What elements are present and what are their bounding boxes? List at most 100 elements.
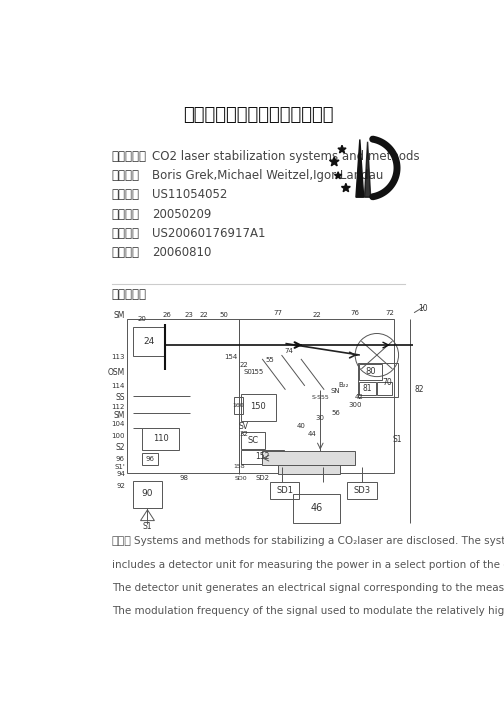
Polygon shape [356, 140, 364, 198]
Text: S1: S1 [393, 435, 403, 444]
Bar [262, 451, 355, 465]
Bar [241, 450, 284, 463]
Text: 70: 70 [382, 377, 392, 386]
Text: 94: 94 [116, 471, 125, 478]
Bar [359, 382, 376, 395]
Text: S1: S1 [143, 522, 152, 531]
Text: US20060176917A1: US20060176917A1 [152, 227, 266, 240]
Text: 23: 23 [184, 312, 193, 318]
Text: 90: 90 [142, 489, 153, 498]
Bar [133, 481, 162, 508]
Text: S-S55: S-S55 [311, 395, 329, 400]
Text: SM: SM [113, 411, 125, 420]
Text: 10: 10 [418, 304, 427, 313]
Text: 26: 26 [162, 312, 171, 318]
Text: 160: 160 [232, 404, 244, 409]
Text: 专利内容由知识产权出版社提供: 专利内容由知识产权出版社提供 [183, 106, 334, 124]
Text: 摘要：: 摘要： [112, 536, 132, 546]
Bar [241, 432, 265, 449]
Text: SM: SM [113, 311, 125, 319]
Text: 24: 24 [144, 337, 155, 346]
Text: 44: 44 [308, 431, 317, 436]
Bar [142, 429, 179, 450]
Text: SD3: SD3 [354, 486, 371, 495]
Text: 113: 113 [111, 354, 125, 360]
Text: 152: 152 [255, 452, 269, 461]
Text: 40: 40 [296, 423, 305, 429]
Text: 80: 80 [365, 367, 376, 376]
Text: 74: 74 [285, 348, 294, 354]
Bar [359, 364, 383, 380]
Text: 56: 56 [331, 410, 340, 416]
Text: 96: 96 [145, 456, 154, 462]
Text: The detector unit generates an electrical signal corresponding to the measured p: The detector unit generates an electrica… [112, 583, 504, 593]
Text: 72: 72 [386, 309, 395, 316]
Text: 申请日：: 申请日： [112, 207, 140, 220]
Text: 100: 100 [111, 433, 125, 439]
Text: 22: 22 [312, 312, 321, 318]
Bar [293, 493, 340, 523]
Bar [278, 465, 340, 474]
Text: 专利名称：: 专利名称： [112, 150, 147, 163]
Text: 20: 20 [138, 316, 147, 322]
Text: 112: 112 [111, 404, 125, 411]
Text: SV: SV [239, 422, 249, 431]
Bar [357, 363, 398, 397]
Bar [347, 482, 377, 499]
Polygon shape [330, 157, 339, 166]
Text: S0: S0 [244, 369, 253, 375]
Polygon shape [335, 172, 342, 179]
Polygon shape [338, 145, 346, 153]
Text: The modulation frequency of the signal used to modulate the relatively high-freq: The modulation frequency of the signal u… [112, 606, 504, 616]
Bar [233, 397, 243, 414]
Bar [241, 394, 276, 421]
Bar [270, 482, 299, 499]
Polygon shape [364, 142, 370, 198]
Text: 20050209: 20050209 [152, 207, 212, 220]
Text: 300: 300 [348, 402, 362, 408]
Polygon shape [341, 183, 350, 192]
Text: 发明人：: 发明人： [112, 169, 140, 182]
Text: OSM: OSM [108, 369, 125, 377]
Text: 42: 42 [355, 394, 363, 401]
Bar [239, 319, 394, 473]
Text: 公开号：: 公开号： [112, 227, 140, 240]
Text: Boris Grek,Michael Weitzel,Igor Landau: Boris Grek,Michael Weitzel,Igor Landau [152, 169, 384, 182]
Bar [127, 319, 239, 473]
Text: 46: 46 [310, 503, 323, 513]
Text: 81: 81 [363, 384, 372, 393]
Text: 154: 154 [224, 354, 237, 360]
Text: 30: 30 [316, 415, 325, 421]
Text: 110: 110 [153, 434, 168, 443]
Text: 82: 82 [414, 385, 423, 394]
Text: SN: SN [331, 389, 341, 394]
Text: 20060810: 20060810 [152, 246, 212, 259]
Text: S1': S1' [114, 463, 125, 470]
Text: 22: 22 [200, 312, 209, 318]
Text: 55: 55 [266, 357, 274, 364]
Text: Systems and methods for stabilizing a CO₂laser are disclosed. The system: Systems and methods for stabilizing a CO… [134, 536, 504, 546]
Bar [377, 382, 393, 395]
Text: S2: S2 [115, 443, 125, 452]
Text: 98: 98 [179, 476, 188, 481]
Text: 155: 155 [250, 369, 264, 375]
Text: 32: 32 [239, 431, 248, 437]
Text: B₂₂: B₂₂ [338, 382, 349, 388]
Text: 92: 92 [116, 483, 125, 489]
Bar [142, 453, 158, 465]
Text: US11054052: US11054052 [152, 188, 227, 201]
Text: SD1: SD1 [276, 486, 293, 495]
Text: SC: SC [247, 436, 259, 445]
Text: 77: 77 [273, 309, 282, 316]
Text: 50: 50 [219, 312, 228, 318]
Text: 公开日：: 公开日： [112, 246, 140, 259]
Text: includes a detector unit for measuring the power in a select portion of the outp: includes a detector unit for measuring t… [112, 560, 504, 570]
Text: 114: 114 [111, 383, 125, 389]
Text: SS: SS [115, 393, 125, 402]
Text: 22: 22 [240, 362, 249, 368]
Text: 申请号：: 申请号： [112, 188, 140, 201]
Text: 158: 158 [233, 464, 245, 469]
Text: CO2 laser stabilization systems and methods: CO2 laser stabilization systems and meth… [152, 150, 420, 163]
Text: SD0: SD0 [234, 476, 247, 481]
Text: 76: 76 [351, 309, 360, 316]
